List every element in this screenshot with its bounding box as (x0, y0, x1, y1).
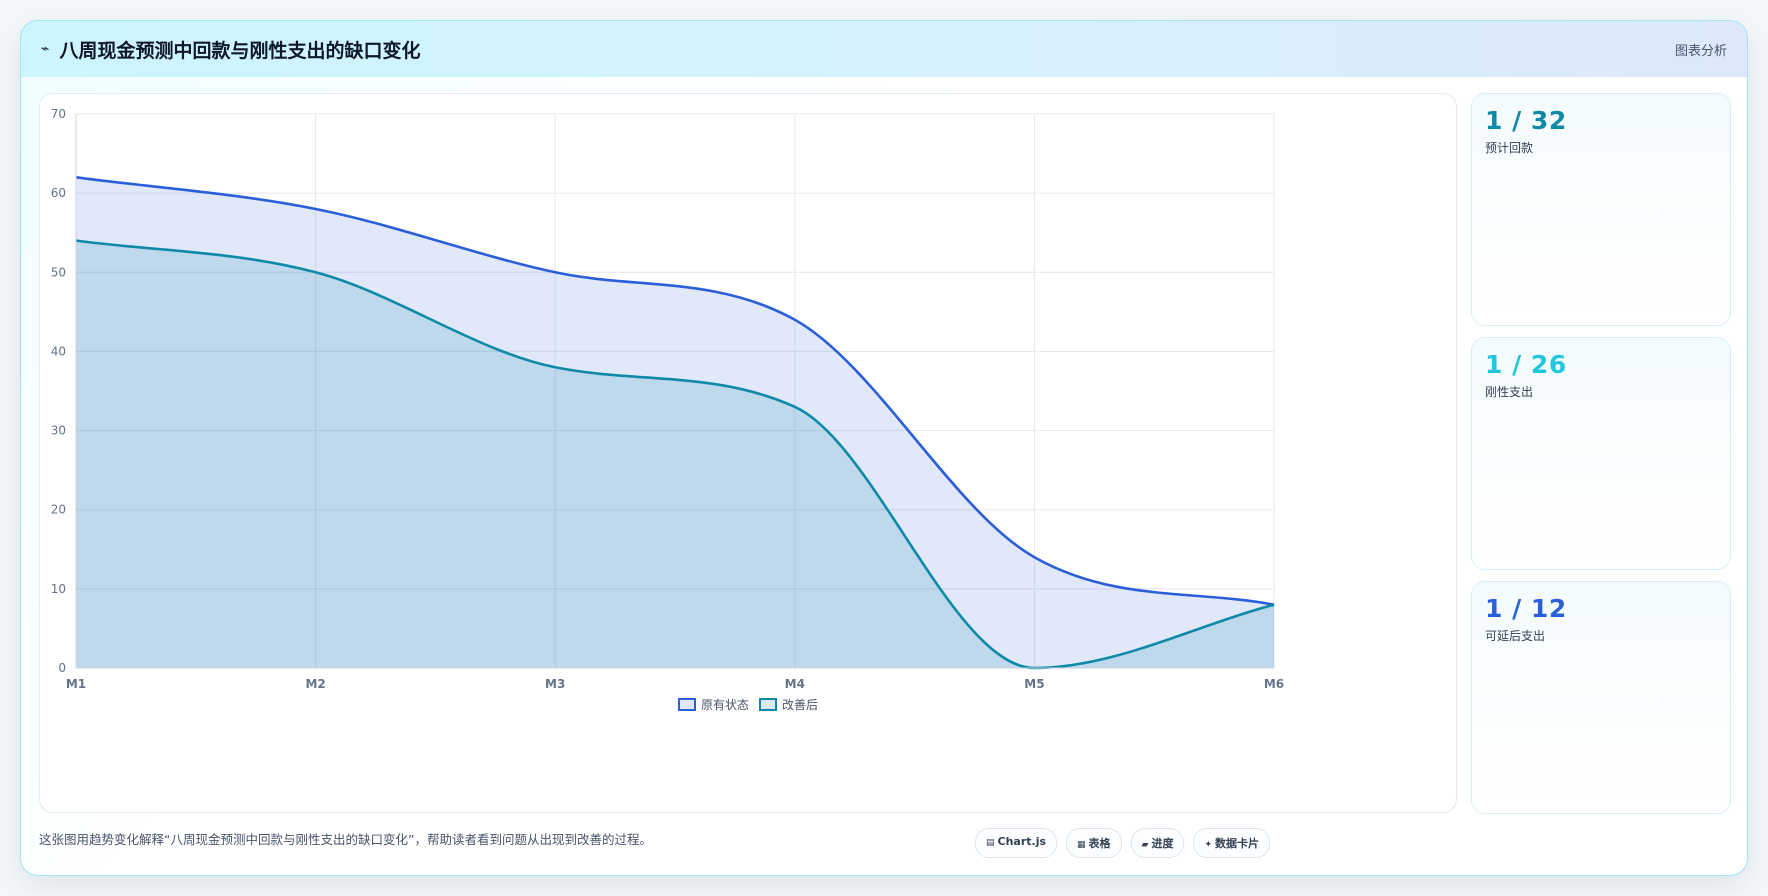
chart-panel: 0 10 20 30 40 50 60 70 M1 M2 M3 M4 M5 M6 原有状态 改善后 (39, 93, 1457, 813)
y-tick-label: 40 (51, 344, 66, 358)
series-area-0 (76, 177, 1274, 669)
x-tick-label: M4 (785, 677, 805, 691)
chart-title: 八周现金预测中回款与刚性支出的缺口变化 (59, 39, 421, 62)
stat-label: 可延后支出 (1485, 629, 1546, 643)
x-tick-label: M1 (66, 677, 86, 691)
stat-card-deferrable-spend: 1 / 12 可延后支出 (1471, 581, 1731, 814)
pulse-icon: ⌁ (41, 41, 50, 57)
stat-label: 预计回款 (1485, 141, 1534, 155)
card-header: ⌁ 八周现金预测中回款与刚性支出的缺口变化 图表分析 (21, 21, 1747, 77)
stat-card-receivables: 1 / 32 预计回款 (1471, 93, 1731, 326)
legend-item-original[interactable]: 原有状态 (677, 696, 749, 713)
stat-label: 刚性支出 (1485, 385, 1534, 399)
series-line-0 (75, 176, 1275, 606)
x-tick-label: M3 (545, 677, 565, 691)
x-tick-label: M2 (305, 677, 325, 691)
legend-swatch-improved (759, 698, 777, 711)
chart-icon: ▤ (986, 838, 995, 848)
badge-data-card[interactable]: ✦ 数据卡片 (1193, 828, 1271, 858)
sparkle-icon: ✦ (1204, 840, 1213, 850)
y-tick-label: 60 (51, 186, 66, 200)
tech-badges: ▤ Chart.js ▦ 表格 ▰ 进度 ✦ 数据卡片 (975, 828, 1271, 858)
y-tick-label: 0 (58, 661, 66, 675)
stat-value: 1 / 26 (1485, 350, 1567, 379)
y-tick-label: 50 (51, 265, 66, 279)
y-tick-label: 30 (51, 424, 66, 438)
chart-description: 这张图用趋势变化解释“八周现金预测中回款与刚性支出的缺口变化”，帮助读者看到问题… (39, 832, 652, 847)
legend-label-original: 原有状态 (700, 698, 749, 712)
badge-progress[interactable]: ▰ 进度 (1130, 828, 1185, 858)
table-icon: ▦ (1077, 840, 1086, 850)
stat-value: 1 / 12 (1485, 594, 1567, 623)
x-tick-label: M5 (1024, 677, 1044, 691)
chart-card: ⌁ 八周现金预测中回款与刚性支出的缺口变化 图表分析 0 10 20 30 40 50 60… (20, 20, 1748, 876)
y-tick-label: 10 (51, 582, 66, 596)
y-tick-label: 20 (51, 503, 66, 517)
series-area-1 (76, 240, 1274, 668)
chart-analysis-link[interactable]: 图表分析 (1674, 43, 1727, 59)
legend-swatch-original (677, 698, 696, 711)
badge-chartjs[interactable]: ▤ Chart.js (975, 828, 1058, 858)
stat-card-fixed-spend: 1 / 26 刚性支出 (1471, 337, 1731, 570)
y-tick-label: 70 (51, 107, 66, 121)
progress-icon: ▰ (1141, 840, 1149, 850)
badge-table[interactable]: ▦ 表格 (1066, 828, 1122, 858)
chart-legend: 原有状态 改善后 (40, 696, 1456, 713)
stat-value: 1 / 32 (1485, 106, 1567, 135)
x-tick-label: M6 (1264, 677, 1284, 691)
legend-label-improved: 改善后 (782, 698, 819, 712)
area-chart: 0 10 20 30 40 50 60 70 M1 M2 M3 M4 M5 M6 (51, 107, 1284, 691)
legend-item-improved[interactable]: 改善后 (759, 696, 818, 713)
